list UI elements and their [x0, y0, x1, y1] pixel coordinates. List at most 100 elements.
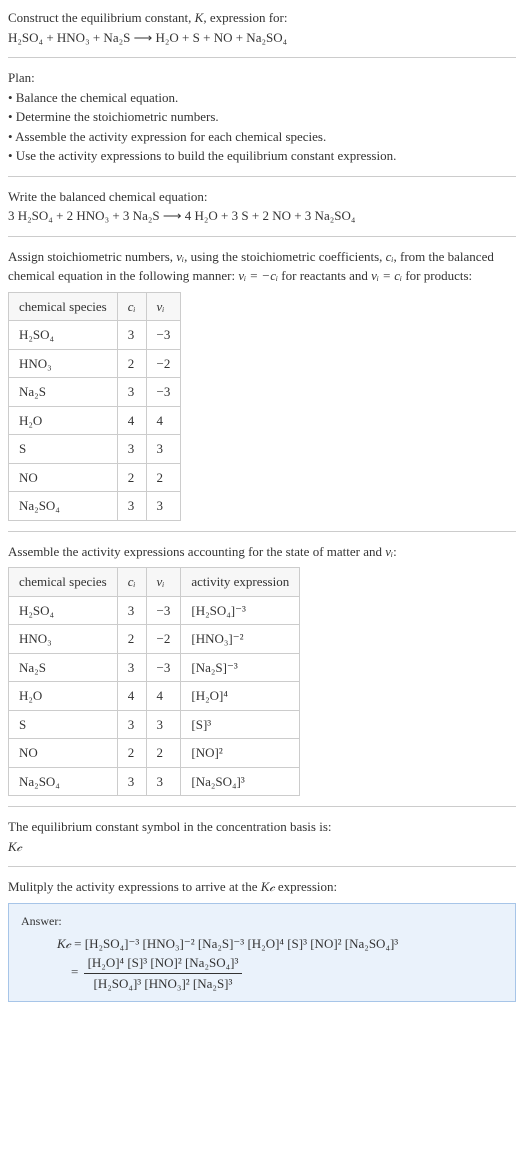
cell: NO — [9, 739, 118, 768]
cell: −3 — [146, 321, 181, 350]
col-activity: activity expression — [181, 568, 300, 597]
cell: H₂O — [9, 682, 118, 711]
cell: 3 — [117, 710, 146, 739]
activity-intro: Assemble the activity expressions accoun… — [8, 542, 516, 562]
divider — [8, 57, 516, 58]
balanced-section: Write the balanced chemical equation: 3 … — [8, 187, 516, 226]
cell: Na₂S — [9, 653, 118, 682]
cell: 3 — [117, 596, 146, 625]
cell: −2 — [146, 625, 181, 654]
table-row: H₂SO₄3−3[H₂SO₄]⁻³ — [9, 596, 300, 625]
table-row: HNO₃2−2 — [9, 349, 181, 378]
eq: νᵢ = cᵢ — [371, 268, 402, 283]
text: Mulitply the activity expressions to arr… — [8, 879, 261, 894]
cell: [NO]² — [181, 739, 300, 768]
cell: 3 — [117, 378, 146, 407]
table-row: NO22 — [9, 463, 181, 492]
eq: νᵢ = −cᵢ — [238, 268, 278, 283]
denominator: [H₂SO₄]³ [HNO₃]² [Na₂S]³ — [84, 974, 243, 994]
nu-i: νᵢ — [176, 249, 184, 264]
cell: [Na₂S]⁻³ — [181, 653, 300, 682]
arrow-icon: ⟶ — [160, 208, 185, 223]
nu-i: νᵢ — [385, 544, 393, 559]
cell: 3 — [146, 767, 181, 796]
cell: 3 — [117, 653, 146, 682]
cell: Na₂SO₄ — [9, 767, 118, 796]
cell: 3 — [117, 321, 146, 350]
cell: 4 — [117, 406, 146, 435]
answer-box: Answer: K𝒸 = [H₂SO₄]⁻³ [HNO₃]⁻² [Na₂S]⁻³… — [8, 903, 516, 1003]
divider — [8, 531, 516, 532]
stoich-intro: Assign stoichiometric numbers, νᵢ, using… — [8, 247, 516, 286]
cell: H₂O — [9, 406, 118, 435]
kc-symbol-section: The equilibrium constant symbol in the c… — [8, 817, 516, 856]
header-text-b: , expression for: — [203, 10, 287, 25]
table-row: Na₂SO₄33 — [9, 492, 181, 521]
table-row: S33 — [9, 435, 181, 464]
plan-section: Plan: • Balance the chemical equation. •… — [8, 68, 516, 166]
divider — [8, 866, 516, 867]
cell: 2 — [117, 739, 146, 768]
cell: HNO₃ — [9, 349, 118, 378]
kc-symbol: K𝒸 — [8, 837, 516, 857]
cell: 2 — [117, 463, 146, 492]
cell: [S]³ — [181, 710, 300, 739]
cell: S — [9, 435, 118, 464]
plan-bullet: • Assemble the activity expression for e… — [8, 127, 516, 147]
activity-section: Assemble the activity expressions accoun… — [8, 542, 516, 797]
header-text-a: Construct the equilibrium constant, — [8, 10, 195, 25]
divider — [8, 236, 516, 237]
cell: Na₂SO₄ — [9, 492, 118, 521]
cell: 2 — [146, 739, 181, 768]
divider — [8, 176, 516, 177]
text: for products: — [402, 268, 472, 283]
cell: −3 — [146, 653, 181, 682]
text: Assemble the activity expressions accoun… — [8, 544, 385, 559]
kc: K𝒸 — [57, 936, 71, 951]
col-vi: νᵢ — [146, 292, 181, 321]
table-row: H₂O44[H₂O]⁴ — [9, 682, 300, 711]
stoich-section: Assign stoichiometric numbers, νᵢ, using… — [8, 247, 516, 521]
answer-line2: = [H₂O]⁴ [S]³ [NO]² [Na₂SO₄]³ [H₂SO₄]³ [… — [71, 953, 503, 993]
col-ci: cᵢ — [117, 568, 146, 597]
table-row: H₂O44 — [9, 406, 181, 435]
cell: −2 — [146, 349, 181, 378]
cell: 3 — [146, 710, 181, 739]
text: , using the stoichiometric coefficients, — [184, 249, 386, 264]
cell: [H₂O]⁴ — [181, 682, 300, 711]
plan-bullet: • Determine the stoichiometric numbers. — [8, 107, 516, 127]
cell: 3 — [117, 492, 146, 521]
table-row: HNO₃2−2[HNO₃]⁻² — [9, 625, 300, 654]
table-row: Na₂S3−3 — [9, 378, 181, 407]
kc-line1: The equilibrium constant symbol in the c… — [8, 817, 516, 837]
col-ci: cᵢ — [117, 292, 146, 321]
multiply-section: Mulitply the activity expressions to arr… — [8, 877, 516, 897]
equals: = — [71, 936, 85, 951]
answer-line1: K𝒸 = [H₂SO₄]⁻³ [HNO₃]⁻² [Na₂S]⁻³ [H₂O]⁴ … — [57, 934, 503, 954]
cell: 3 — [117, 767, 146, 796]
text: : — [393, 544, 397, 559]
stoich-table: chemical species cᵢ νᵢ H₂SO₄3−3 HNO₃2−2 … — [8, 292, 181, 521]
eqn-right: H₂O + S + NO + Na₂SO₄ — [156, 30, 288, 45]
numerator: [H₂O]⁴ [S]³ [NO]² [Na₂SO₄]³ — [84, 953, 243, 974]
cell: 3 — [146, 492, 181, 521]
product: [H₂SO₄]⁻³ [HNO₃]⁻² [Na₂S]⁻³ [H₂O]⁴ [S]³ … — [85, 936, 398, 951]
cell: 2 — [117, 349, 146, 378]
text: for reactants and — [278, 268, 371, 283]
kc: K𝒸 — [261, 879, 275, 894]
cell: 3 — [117, 435, 146, 464]
cell: [Na₂SO₄]³ — [181, 767, 300, 796]
plan-title: Plan: — [8, 68, 516, 88]
table-row: H₂SO₄3−3 — [9, 321, 181, 350]
table-row: Na₂S3−3[Na₂S]⁻³ — [9, 653, 300, 682]
cell: H₂SO₄ — [9, 321, 118, 350]
eqn-left: H₂SO₄ + HNO₃ + Na₂S — [8, 30, 130, 45]
equals: = — [71, 964, 82, 979]
cell: −3 — [146, 378, 181, 407]
cell: Na₂S — [9, 378, 118, 407]
balanced-title: Write the balanced chemical equation: — [8, 187, 516, 207]
balanced-right: 4 H₂O + 3 S + 2 NO + 3 Na₂SO₄ — [185, 208, 356, 223]
divider — [8, 806, 516, 807]
cell: [H₂SO₄]⁻³ — [181, 596, 300, 625]
cell: 4 — [146, 682, 181, 711]
